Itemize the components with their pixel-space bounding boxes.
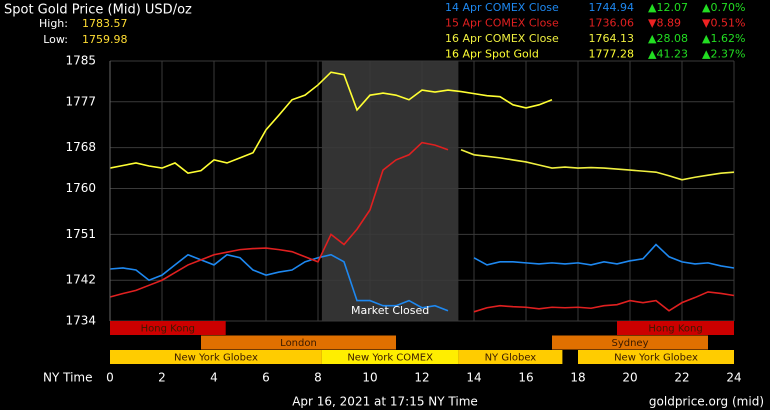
high-label: High: [39,17,68,30]
legend-entry: 16 Apr Spot Gold [445,48,539,61]
session-bar [201,335,396,350]
legend-change: ▼8.89 [648,17,681,30]
high-value: 1783.57 [82,17,128,30]
source: goldprice.org (mid) [649,395,764,409]
session-label: London [280,338,317,349]
session-label: Hong Kong [648,324,702,335]
x-tick-label: 24 [726,371,741,385]
x-tick-label: 4 [210,371,218,385]
session-bar [578,350,734,364]
x-tick-label: 18 [570,371,585,385]
x-tick-label: 8 [314,371,322,385]
x-axis-label: NY Time [43,371,93,385]
low-label: Low: [43,33,68,46]
x-tick-label: 14 [466,371,481,385]
session-label: New York Globex [174,353,258,364]
legend-change: ▲28.08 [648,32,688,45]
x-tick-label: 6 [262,371,270,385]
x-tick-label: 20 [622,371,637,385]
x-tick-label: 2 [158,371,166,385]
session-bar [110,321,226,335]
legend-entry: 15 Apr COMEX Close [445,17,559,30]
legend-close: 1777.28 [589,48,635,61]
y-tick-label: 1777 [65,94,96,108]
footer: Apr 16, 2021 at 17:15 NY Time [292,395,478,409]
legend-change: ▲41.23 [648,48,688,61]
session-bar [617,321,734,335]
y-tick-label: 1751 [65,227,96,241]
legend-entry: 16 Apr COMEX Close [445,32,559,45]
legend-close: 1736.06 [589,17,635,30]
x-tick-label: 0 [106,371,114,385]
legend-change-pct: ▲1.62% [702,32,745,45]
legend-change-pct: ▲2.37% [702,48,745,61]
session-bar [321,350,459,364]
session-bar [110,350,322,364]
x-tick-label: 12 [414,371,429,385]
low-value: 1759.98 [82,33,128,46]
series-line [109,141,735,313]
session-label: New York Globex [614,353,698,364]
legend-close: 1764.13 [589,32,635,45]
market-closed-region [321,61,459,321]
x-tick-label: 22 [674,371,689,385]
y-tick-label: 1742 [65,273,96,287]
market-closed-label: Market Closed [351,304,429,317]
session-label: New York COMEX [347,353,433,364]
legend-change: ▲12.07 [648,1,688,14]
y-tick-label: 1768 [65,140,96,154]
series-line [109,243,735,312]
legend-change-pct: ▼0.51% [702,17,745,30]
chart-title: Spot Gold Price (Mid) USD/oz [4,3,192,18]
x-tick-label: 16 [518,371,533,385]
y-tick-label: 1760 [65,181,96,195]
x-tick-label: 10 [362,371,377,385]
y-tick-label: 1734 [65,314,96,328]
session-label: Hong Kong [141,324,195,335]
legend-entry: 14 Apr COMEX Close [445,1,559,14]
series-line [460,148,735,181]
legend-change-pct: ▲0.70% [702,1,745,14]
series-line [109,71,553,175]
session-bar [458,350,563,364]
session-label: NY Globex [485,353,537,364]
session-label: Sydney [611,338,648,349]
legend-close: 1744.94 [589,1,635,14]
y-tick-label: 1785 [65,54,96,68]
session-bar [552,335,708,350]
